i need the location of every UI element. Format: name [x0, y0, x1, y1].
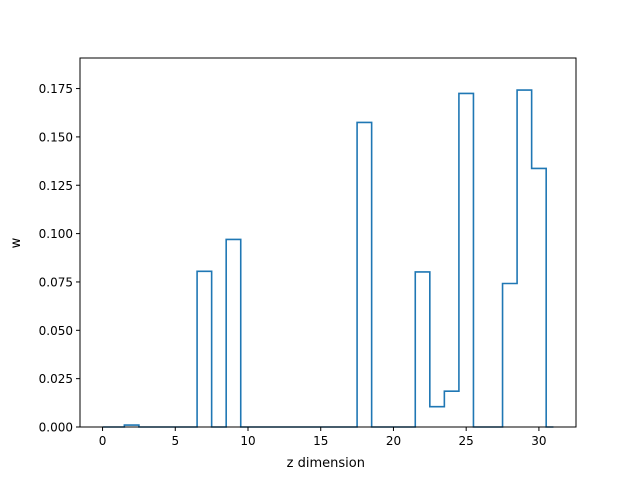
x-tick-label: 10 — [240, 434, 255, 448]
x-tick-label: 5 — [171, 434, 179, 448]
x-tick-label: 15 — [313, 434, 328, 448]
x-tick-label: 0 — [99, 434, 107, 448]
y-tick-label: 0.125 — [39, 179, 73, 193]
y-tick-label: 0.050 — [39, 324, 73, 338]
x-tick-label: 30 — [531, 434, 546, 448]
y-tick-label: 0.075 — [39, 275, 73, 289]
y-tick-label: 0.000 — [39, 421, 73, 435]
y-axis-label: w — [9, 237, 24, 248]
y-tick-label: 0.025 — [39, 372, 73, 386]
y-tick-label: 0.150 — [39, 130, 73, 144]
x-tick-label: 20 — [386, 434, 401, 448]
x-tick-label: 25 — [459, 434, 474, 448]
plot-frame — [79, 57, 577, 428]
y-tick-label: 0.100 — [39, 227, 73, 241]
y-tick-label: 0.175 — [39, 82, 73, 96]
x-axis-label: z dimension — [287, 456, 365, 471]
